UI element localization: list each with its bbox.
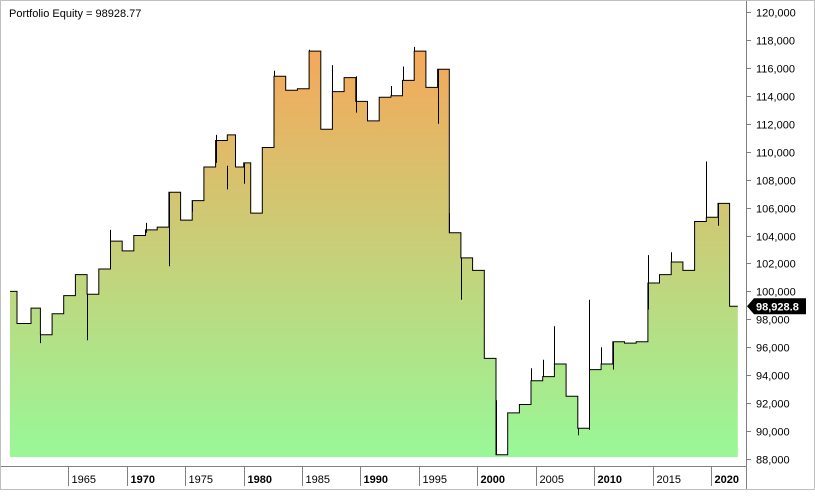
y-tick-label: 120,000 (756, 8, 796, 20)
last-value-label: 98,928.8 (756, 301, 799, 313)
y-tick-label: 92,000 (756, 399, 790, 411)
x-tick-label: 2000 (481, 474, 505, 486)
y-tick-label: 112,000 (756, 120, 795, 132)
last-value-marker: 98,928.8 (747, 298, 806, 315)
y-tick-label: 114,000 (756, 92, 795, 104)
chart-title: Portfolio Equity = 98928.77 (9, 8, 141, 20)
y-tick-label: 116,000 (756, 64, 795, 76)
y-tick-label: 94,000 (756, 371, 790, 383)
y-tick-label: 100,000 (756, 287, 796, 299)
y-tick-label: 106,000 (756, 204, 796, 216)
y-tick-label: 96,000 (756, 343, 790, 355)
y-tick-label: 102,000 (756, 259, 796, 271)
y-tick-label: 98,000 (756, 315, 790, 327)
plot-area (10, 46, 738, 457)
x-tick-label: 1980 (248, 474, 272, 486)
y-tick-label: 90,000 (756, 427, 790, 439)
y-tick-label: 88,000 (756, 455, 790, 467)
x-tick-label: 2015 (657, 474, 681, 486)
x-tick-label: 1975 (189, 474, 213, 486)
x-tick-label: 2020 (715, 474, 739, 486)
y-tick-label: 110,000 (756, 148, 795, 160)
x-tick-label: 2005 (540, 474, 564, 486)
axes: 88,000 90,000 92,000 94,000 96,000 98,000 100,… (0, 0, 815, 490)
x-tick-label: 2010 (598, 474, 622, 486)
equity-line (10, 50, 738, 456)
equity-area (10, 51, 738, 457)
x-tick-label: 1970 (131, 474, 155, 486)
y-tick-label: 104,000 (756, 232, 796, 244)
y-tick-label: 108,000 (756, 176, 796, 188)
x-tick-label: 1985 (306, 474, 330, 486)
x-tick-label: 1965 (72, 474, 96, 486)
x-tick-label: 1995 (423, 474, 447, 486)
y-tick-label: 118,000 (756, 36, 795, 48)
x-tick-label: 1990 (364, 474, 388, 486)
last-value-marker-shape (747, 298, 806, 315)
